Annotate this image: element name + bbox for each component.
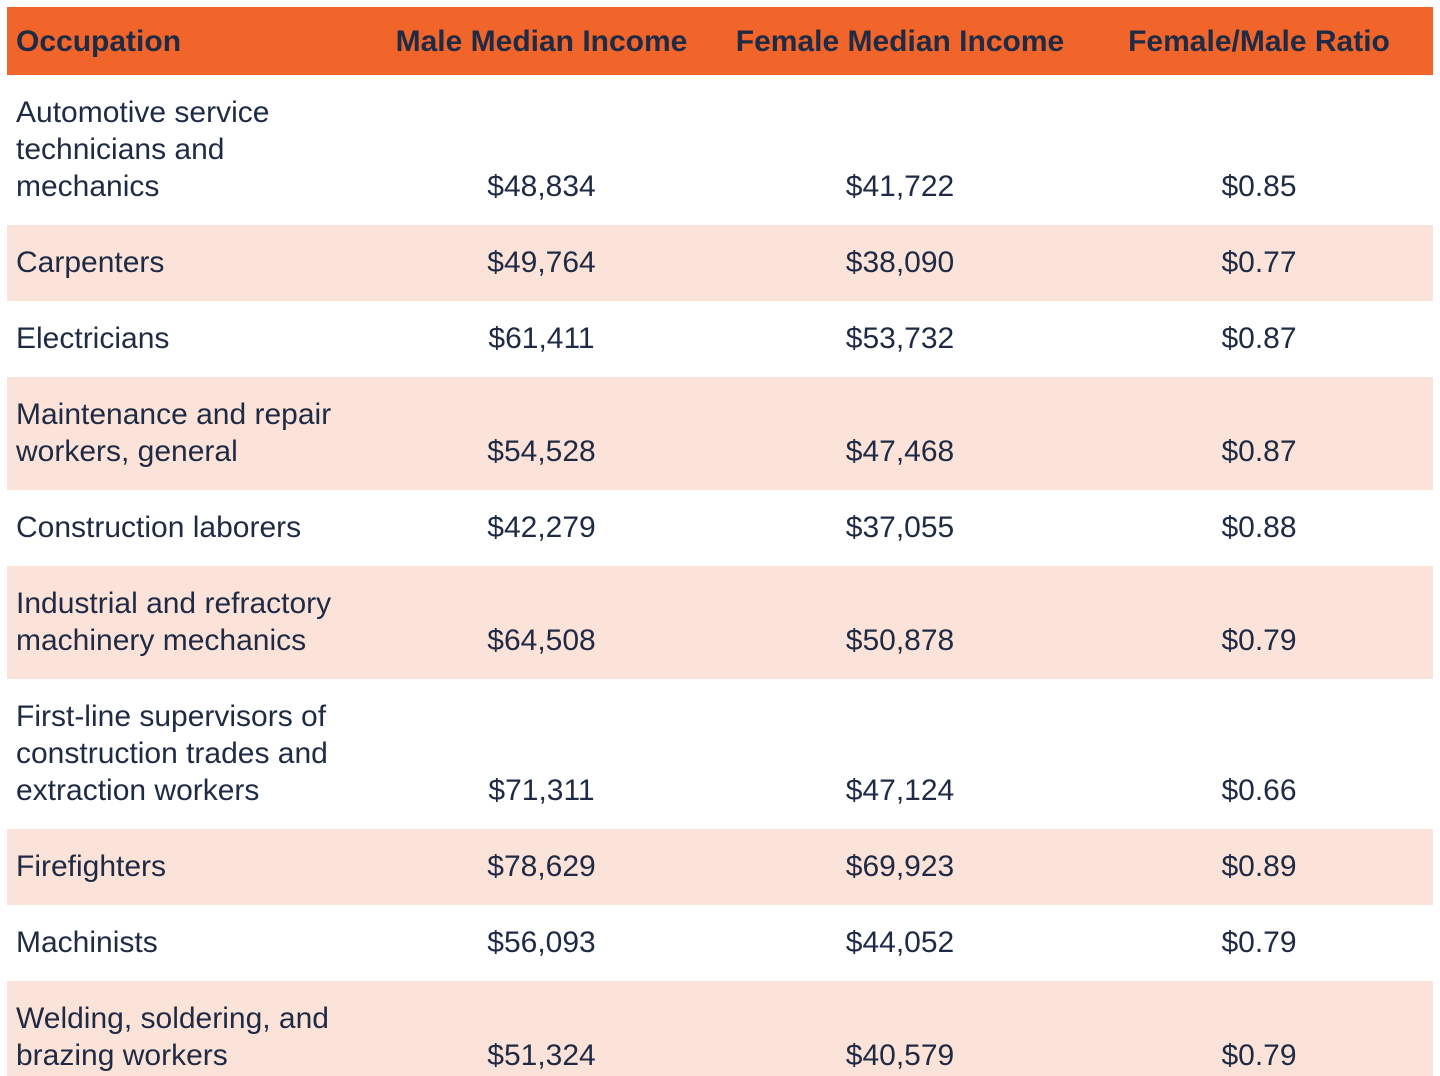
table-row: Electricians $61,411 $53,732 $0.87 — [7, 301, 1433, 377]
table-row: Maintenance and repair workers, general $… — [7, 377, 1433, 490]
occupation-cell: Industrial and refractory machinery mech… — [7, 566, 368, 679]
header-male-median-income: Male Median Income — [368, 7, 715, 75]
ratio-cell: $0.66 — [1085, 679, 1433, 829]
ratio-cell: $0.85 — [1085, 75, 1433, 225]
female-income-cell: $47,468 — [715, 377, 1085, 490]
table-row: Construction laborers $42,279 $37,055 $0.88 — [7, 490, 1433, 566]
occupation-cell: Welding, soldering, and brazing workers — [7, 981, 368, 1076]
table-row: Automotive service technicians and mecha… — [7, 75, 1433, 225]
header-female-median-income: Female Median Income — [715, 7, 1085, 75]
ratio-cell: $0.88 — [1085, 490, 1433, 566]
male-income-cell: $61,411 — [368, 301, 715, 377]
header-row: Occupation Male Median Income Female Med… — [7, 7, 1433, 75]
ratio-cell: $0.89 — [1085, 829, 1433, 905]
male-income-cell: $54,528 — [368, 377, 715, 490]
male-income-cell: $42,279 — [368, 490, 715, 566]
occupation-cell: Maintenance and repair workers, general — [7, 377, 368, 490]
male-income-cell: $48,834 — [368, 75, 715, 225]
table-row: Welding, soldering, and brazing workers $… — [7, 981, 1433, 1076]
occupation-cell: Machinists — [7, 905, 368, 981]
occupation-cell: Carpenters — [7, 225, 368, 301]
female-income-cell: $53,732 — [715, 301, 1085, 377]
male-income-cell: $56,093 — [368, 905, 715, 981]
table-body: Automotive service technicians and mecha… — [7, 75, 1433, 1076]
female-income-cell: $37,055 — [715, 490, 1085, 566]
female-income-cell: $41,722 — [715, 75, 1085, 225]
male-income-cell: $64,508 — [368, 566, 715, 679]
male-income-cell: $71,311 — [368, 679, 715, 829]
occupation-cell: Electricians — [7, 301, 368, 377]
income-table: Occupation Male Median Income Female Med… — [7, 7, 1433, 1076]
header-female-male-ratio: Female/Male Ratio — [1085, 7, 1433, 75]
table-row: Carpenters $49,764 $38,090 $0.77 — [7, 225, 1433, 301]
male-income-cell: $78,629 — [368, 829, 715, 905]
female-income-cell: $40,579 — [715, 981, 1085, 1076]
female-income-cell: $44,052 — [715, 905, 1085, 981]
ratio-cell: $0.79 — [1085, 981, 1433, 1076]
ratio-cell: $0.87 — [1085, 377, 1433, 490]
table-container: Occupation Male Median Income Female Med… — [7, 7, 1433, 1076]
ratio-cell: $0.77 — [1085, 225, 1433, 301]
occupation-cell: First-line supervisors of construction t… — [7, 679, 368, 829]
table-row: Firefighters $78,629 $69,923 $0.89 — [7, 829, 1433, 905]
occupation-cell: Firefighters — [7, 829, 368, 905]
male-income-cell: $51,324 — [368, 981, 715, 1076]
female-income-cell: $69,923 — [715, 829, 1085, 905]
occupation-cell: Construction laborers — [7, 490, 368, 566]
table-row: Machinists $56,093 $44,052 $0.79 — [7, 905, 1433, 981]
table-row: First-line supervisors of construction t… — [7, 679, 1433, 829]
female-income-cell: $47,124 — [715, 679, 1085, 829]
ratio-cell: $0.79 — [1085, 905, 1433, 981]
ratio-cell: $0.87 — [1085, 301, 1433, 377]
table-row: Industrial and refractory machinery mech… — [7, 566, 1433, 679]
female-income-cell: $38,090 — [715, 225, 1085, 301]
header-occupation: Occupation — [7, 7, 368, 75]
ratio-cell: $0.79 — [1085, 566, 1433, 679]
occupation-cell: Automotive service technicians and mecha… — [7, 75, 368, 225]
male-income-cell: $49,764 — [368, 225, 715, 301]
female-income-cell: $50,878 — [715, 566, 1085, 679]
